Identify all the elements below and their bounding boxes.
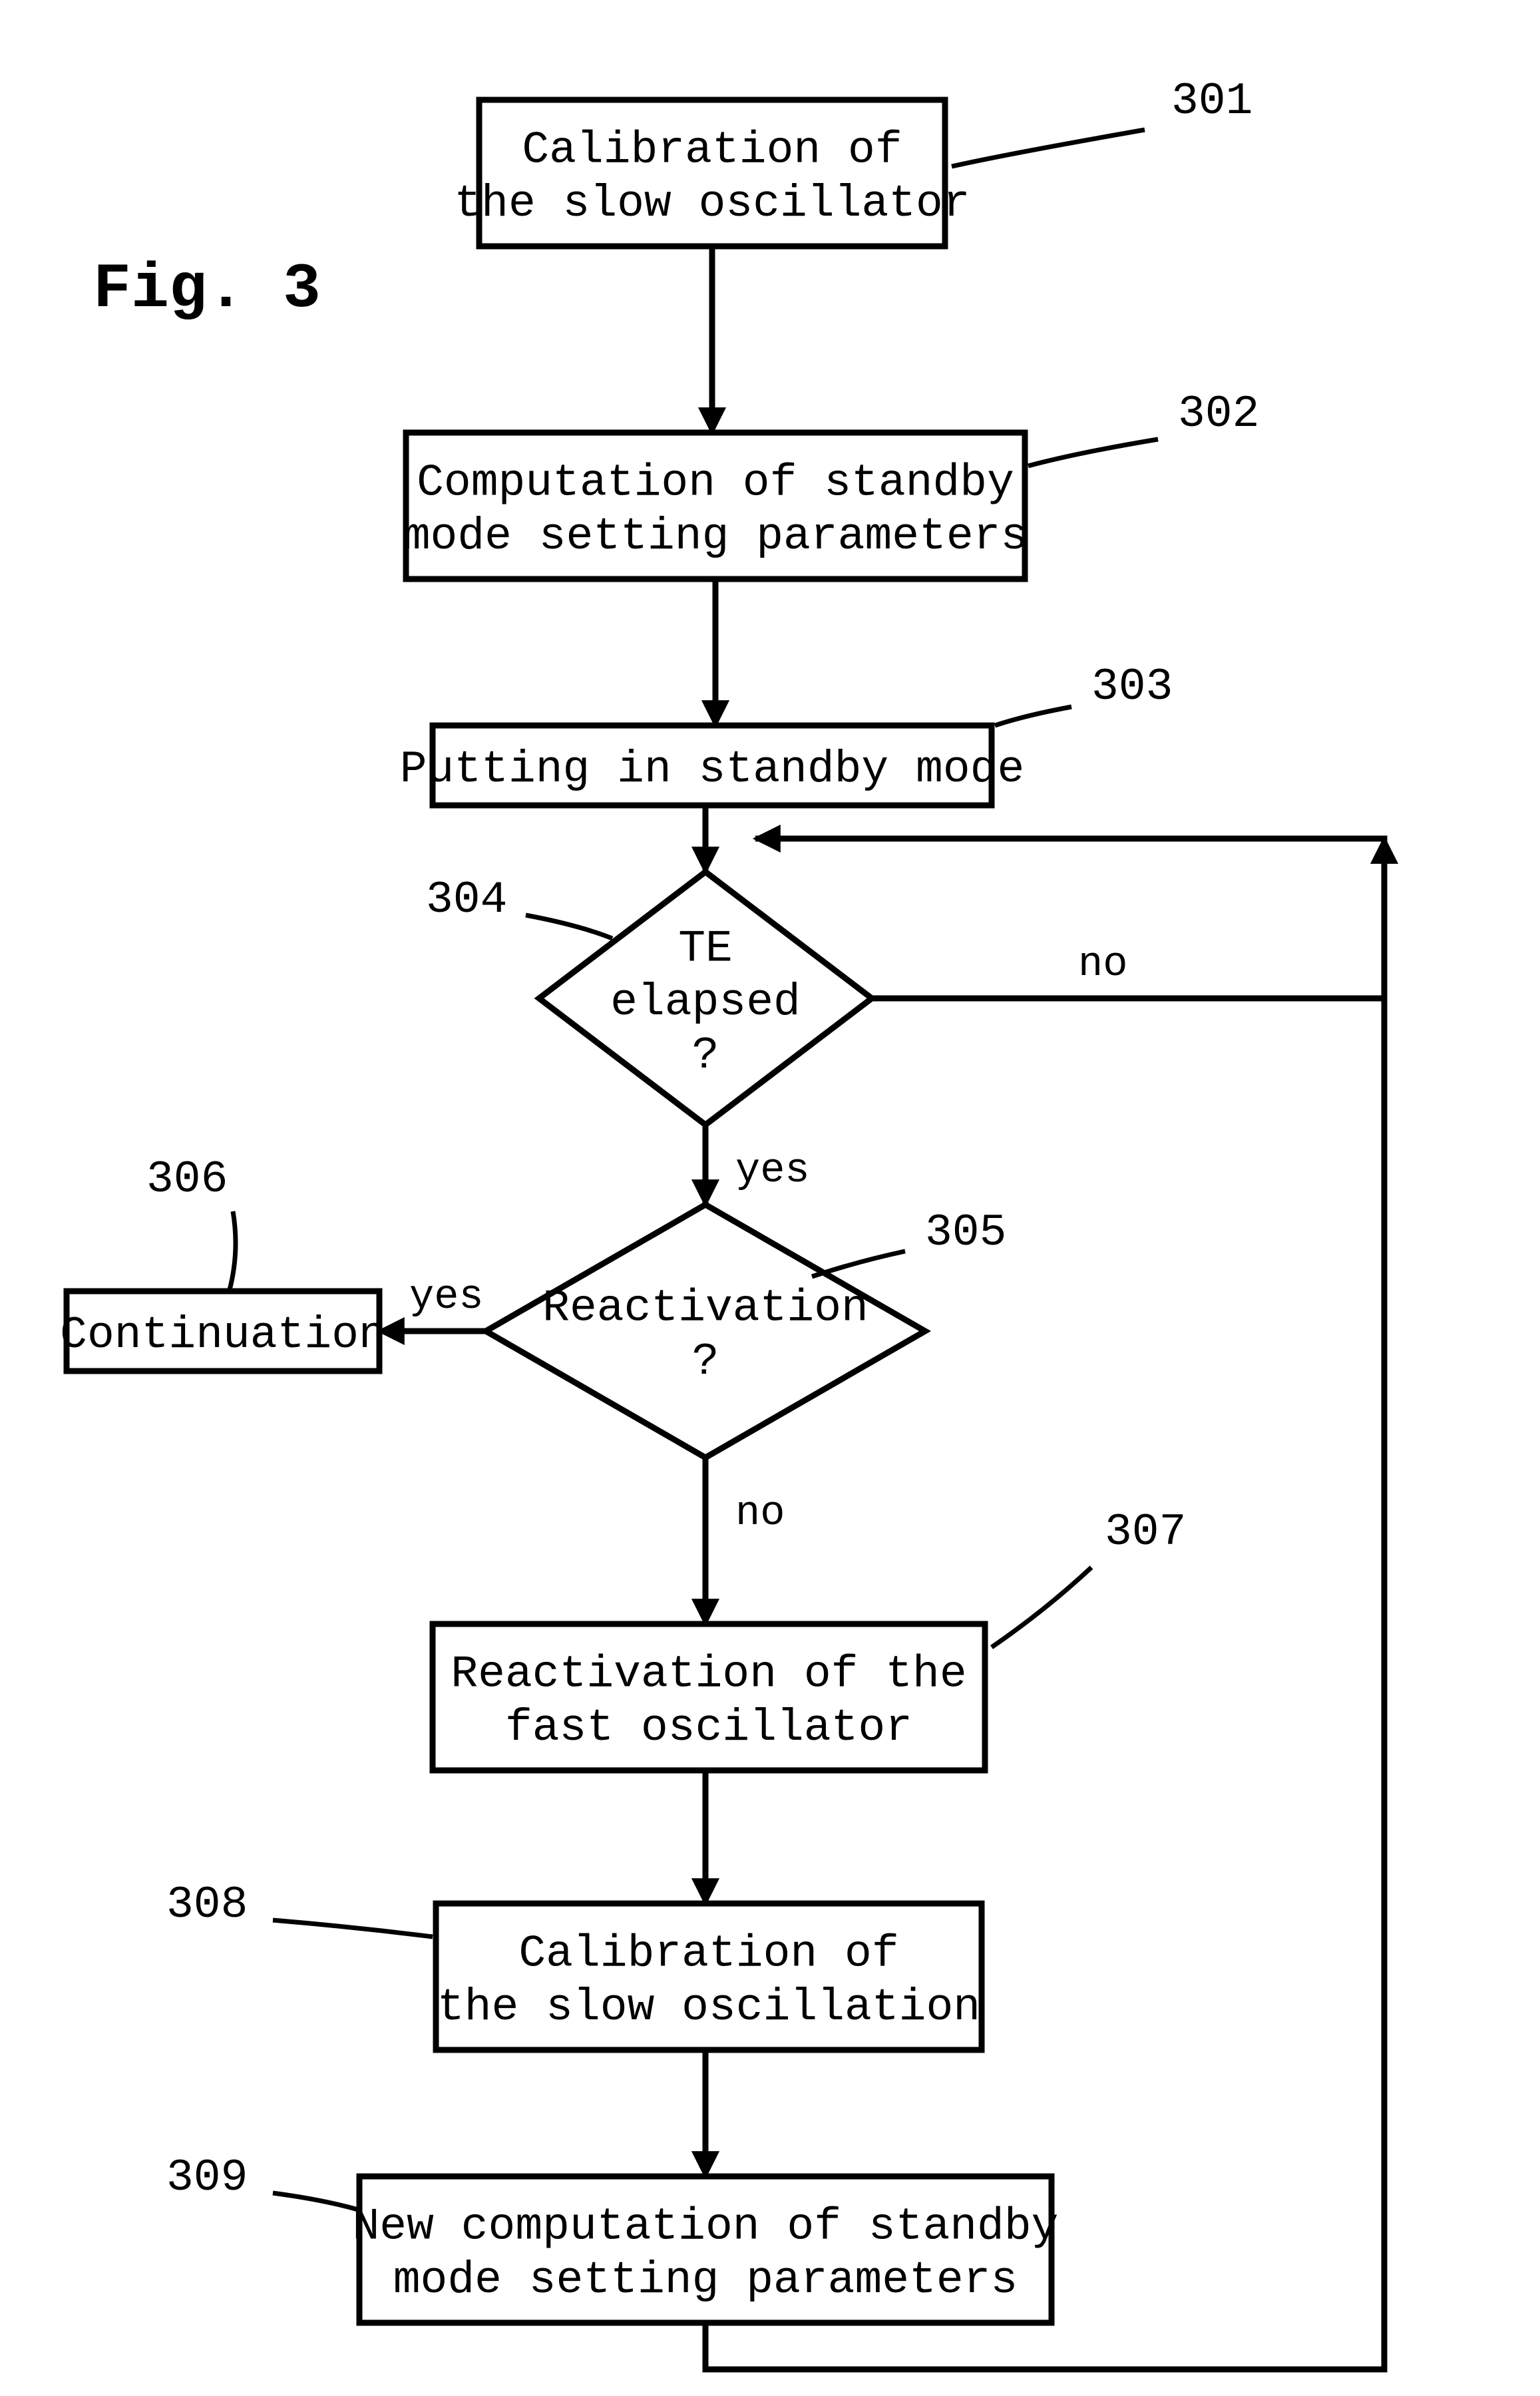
node-n309-line-1: mode setting parameters [393,2255,1018,2306]
node-n305-line-0: Reactivation [542,1283,868,1334]
edge-label-4: no [1078,940,1127,988]
node-n301-line-1: the slow oscillator [454,178,970,230]
node-n309: New computation of standbymode setting p… [353,2176,1059,2323]
node-n307-line-1: fast oscillator [505,1702,912,1754]
edge-label-3: yes [735,1147,810,1194]
edge-label-5: yes [409,1273,484,1320]
node-n309-line-0: New computation of standby [353,2202,1059,2253]
edge-label-6: no [735,1490,785,1537]
ref-label-l307: 307 [1105,1507,1186,1558]
node-n308: Calibration ofthe slow oscillation [436,1903,982,2050]
node-n302-line-0: Computation of standby [417,458,1014,509]
figure-title: Fig. 3 [93,254,321,325]
ref-label-l309: 309 [166,2152,248,2204]
node-n305-line-1: ? [692,1336,719,1388]
node-n303: Putting in standby mode [400,725,1025,805]
node-n303-line-0: Putting in standby mode [400,744,1025,795]
ref-label-l305: 305 [925,1207,1006,1259]
ref-label-l301: 301 [1171,76,1252,127]
ref-label-l306: 306 [146,1154,228,1205]
node-n308-line-0: Calibration of [518,1929,898,1980]
node-n304-line-0: TE [678,924,733,975]
ref-label-l303: 303 [1091,662,1173,713]
node-n304-line-2: ? [692,1030,719,1082]
node-n301-line-0: Calibration of [522,125,902,176]
node-n302-line-1: mode setting parameters [403,511,1028,562]
node-n306-line-0: Continuation [60,1310,386,1361]
node-n306: Continuation [60,1291,386,1371]
ref-label-l304: 304 [426,875,507,926]
node-n301: Calibration ofthe slow oscillator [454,100,970,246]
ref-label-l302: 302 [1178,389,1259,440]
node-n302: Computation of standbymode setting param… [403,433,1028,579]
node-n307: Reactivation of thefast oscillator [433,1624,985,1770]
node-n304-line-1: elapsed [610,977,801,1028]
ref-label-l308: 308 [166,1880,248,1931]
node-n308-line-1: the slow oscillation [437,1982,980,2033]
node-n307-line-0: Reactivation of the [451,1649,966,1700]
